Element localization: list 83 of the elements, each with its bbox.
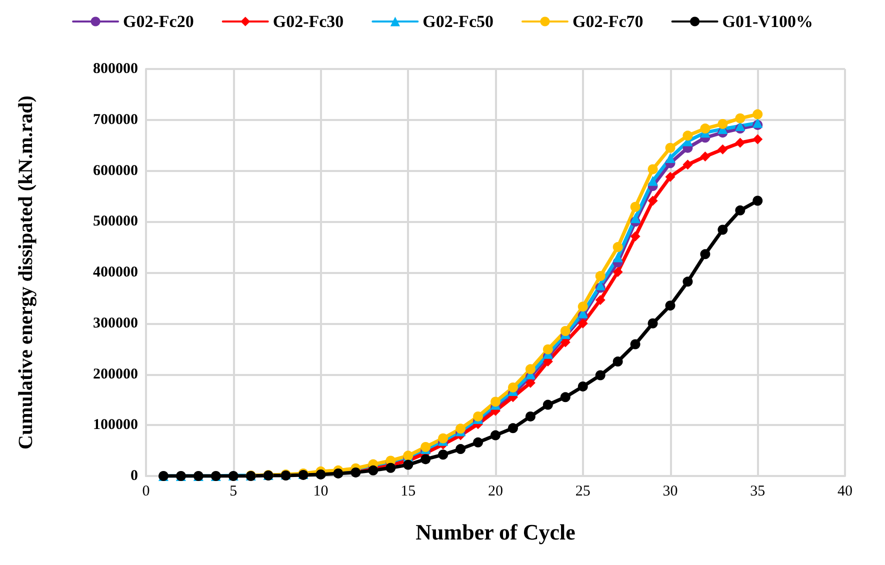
point (525, 411, 536, 422)
point (665, 300, 676, 311)
point (525, 364, 536, 374)
y-tick-label: 700000 (93, 112, 138, 128)
y-tick-label: 300000 (93, 315, 138, 332)
point (595, 280, 606, 290)
point (560, 392, 570, 402)
point (752, 109, 763, 120)
point (456, 444, 466, 454)
point (578, 318, 588, 328)
y-tick-label: 0 (130, 468, 138, 484)
point (665, 142, 676, 153)
point (630, 213, 640, 224)
point (735, 138, 746, 148)
point (473, 411, 484, 422)
x-tick-label: 5 (230, 484, 238, 500)
point (578, 302, 588, 312)
x-tick-label: 30 (662, 484, 678, 500)
point (595, 271, 606, 282)
point (752, 134, 763, 144)
point (648, 164, 658, 174)
point (735, 205, 746, 216)
point (700, 249, 710, 260)
y-axis-title: Cumulative energy dissipated (kN.m.rad) (15, 96, 37, 450)
point (508, 423, 518, 434)
point (542, 400, 553, 410)
point (648, 196, 658, 206)
point (700, 124, 710, 134)
y-tick-label: 100000 (93, 417, 138, 434)
point (630, 202, 640, 212)
point (665, 172, 676, 182)
x-tick-label: 0 (142, 484, 150, 500)
legend-label: G02-Fc70 (572, 12, 644, 31)
point (752, 196, 763, 206)
point (630, 231, 640, 242)
x-tick-label: 15 (400, 484, 416, 500)
y-tick-label: 400000 (93, 264, 138, 280)
point (682, 276, 693, 287)
point (612, 252, 623, 262)
point (735, 113, 746, 124)
point (542, 344, 553, 354)
point (682, 160, 693, 170)
point (718, 144, 728, 154)
point (386, 462, 396, 473)
x-tick-label: 40 (838, 484, 852, 500)
y-tick-label: 200000 (93, 366, 138, 382)
point (438, 433, 448, 444)
point (648, 176, 658, 186)
point (648, 318, 658, 328)
point (718, 118, 728, 129)
x-tick-label: 35 (750, 484, 766, 500)
legend-label: G02-Fc20 (123, 12, 194, 31)
point (612, 266, 623, 277)
point (316, 469, 326, 480)
point (612, 356, 623, 367)
y-tick-label: 600000 (93, 162, 138, 179)
x-tick-label: 20 (488, 484, 503, 500)
point (560, 326, 570, 336)
legend-label: G01-V100% (722, 12, 813, 31)
point (456, 424, 466, 434)
x-tick-label: 10 (313, 484, 328, 500)
point (665, 153, 676, 164)
point (473, 437, 484, 448)
y-tick-label: 500000 (93, 214, 138, 230)
point (700, 152, 710, 162)
point (718, 224, 728, 235)
legend-label: G02-Fc30 (272, 12, 344, 31)
point (438, 450, 448, 460)
point (682, 130, 693, 141)
point (490, 430, 500, 440)
x-axis-title: Number of Cycle (416, 520, 576, 544)
legend-label: G02-Fc50 (422, 12, 494, 31)
point (525, 378, 536, 388)
x-tick-label: 25 (575, 484, 590, 500)
point (490, 396, 500, 407)
y-tick-label: 800000 (93, 61, 138, 77)
point (403, 460, 414, 470)
point (595, 294, 606, 305)
point (630, 339, 640, 350)
point (595, 370, 606, 380)
point (508, 382, 518, 392)
point (578, 381, 588, 392)
point (612, 242, 623, 252)
